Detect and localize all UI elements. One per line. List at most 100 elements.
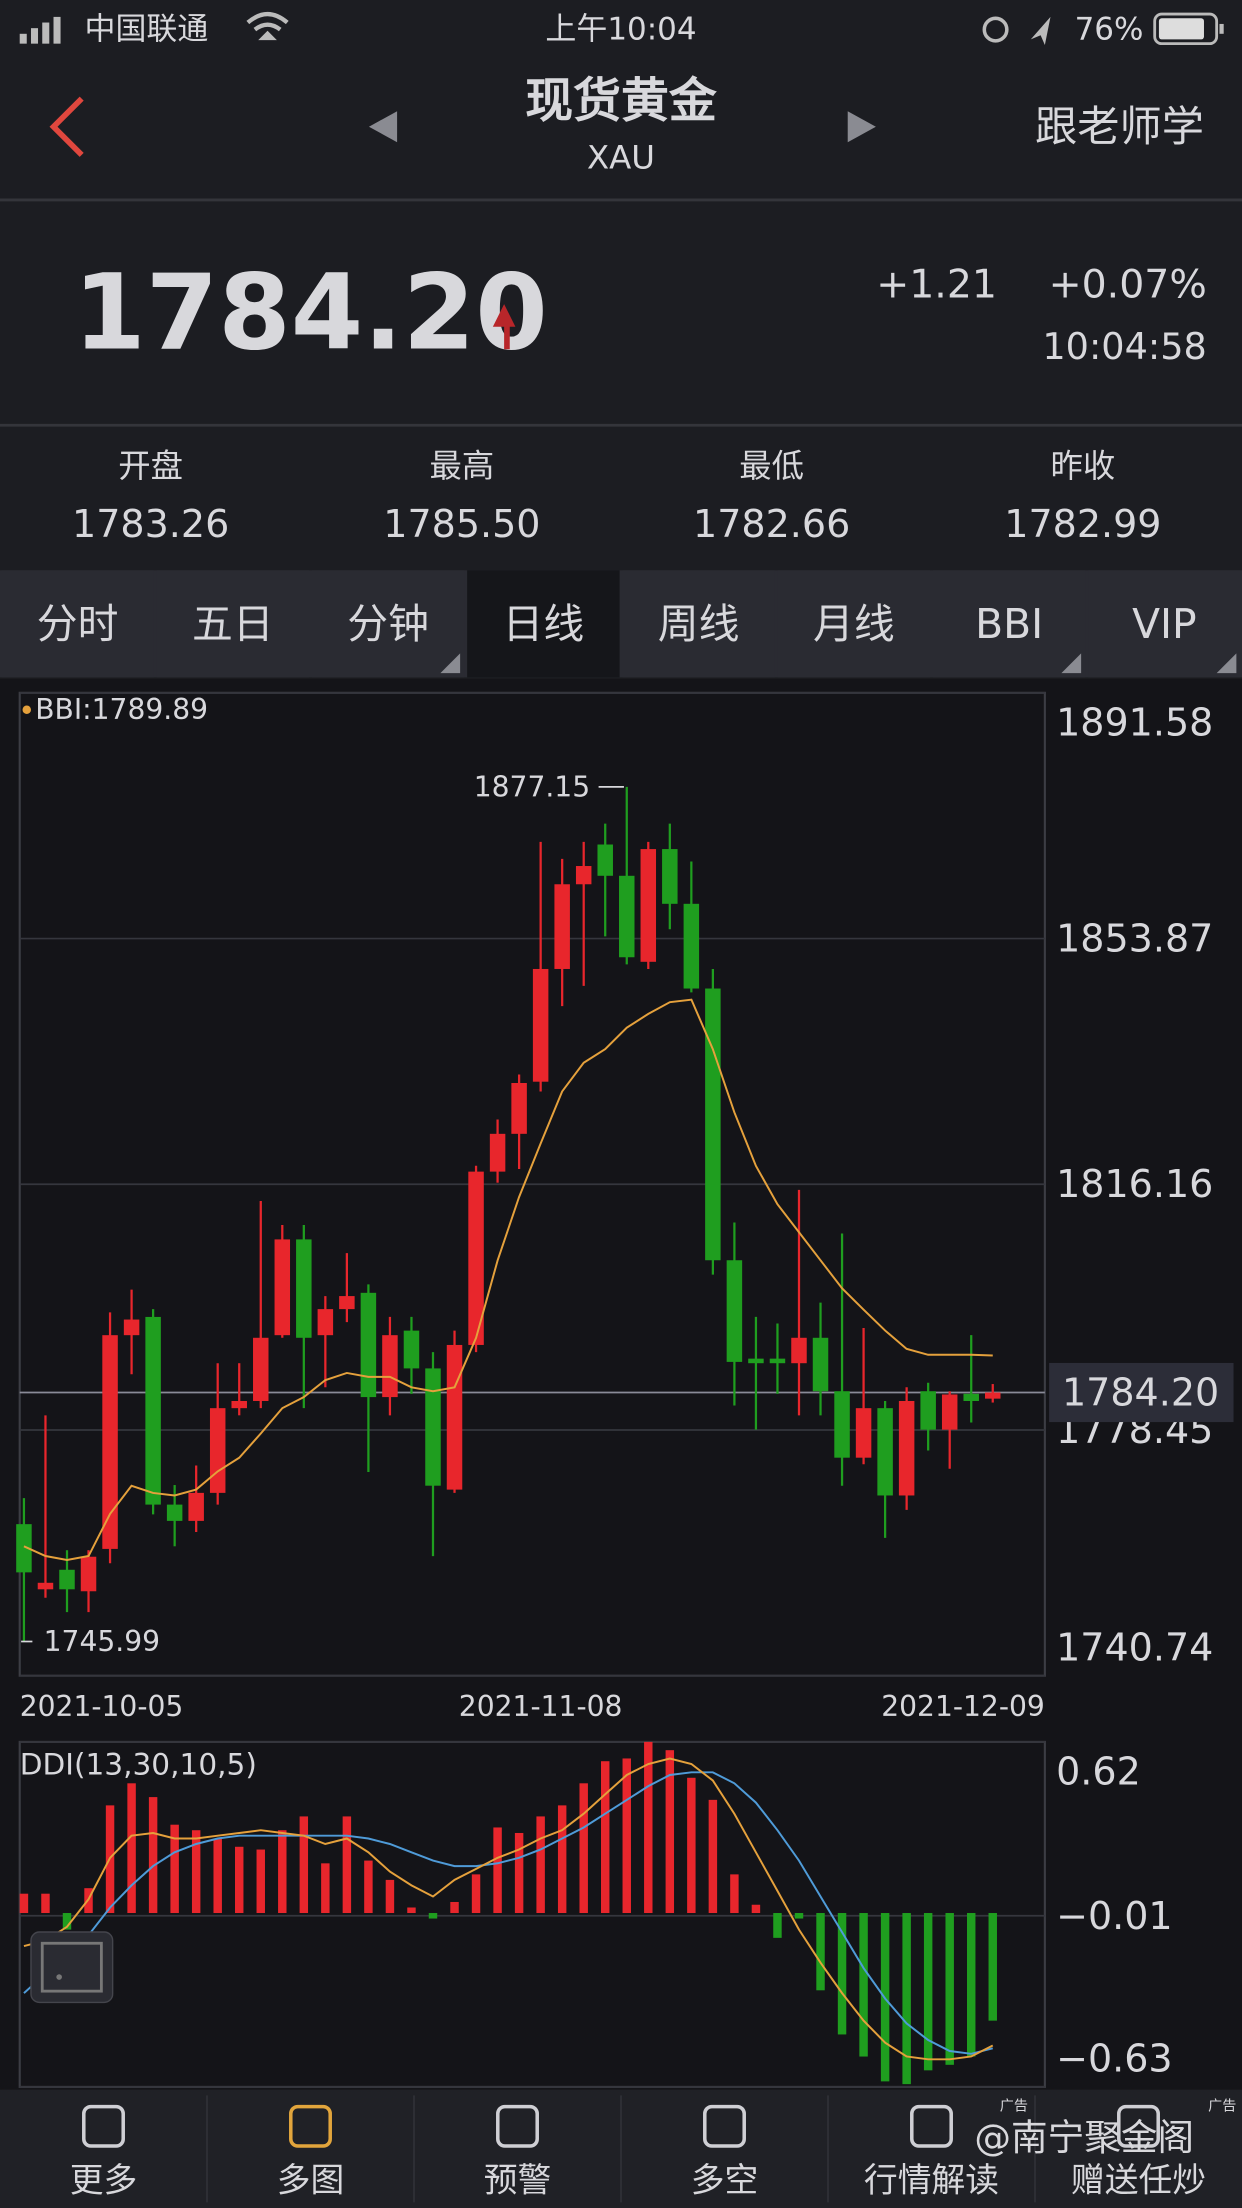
last-price: 1784.20	[73, 252, 548, 374]
bar	[213, 1838, 222, 1914]
candle-body	[339, 1296, 355, 1310]
nav-item[interactable]: 赠送任炒	[1034, 2095, 1206, 2203]
price-change: +1.21	[876, 261, 997, 307]
up-arrow	[492, 304, 516, 350]
nav-item[interactable]: 多图	[206, 2095, 344, 2203]
nav-icon	[496, 2104, 539, 2148]
candle-body	[640, 849, 657, 962]
nav-items: 更多 多图 预警 多空 行情解读 赠送任炒	[70, 2095, 1206, 2203]
prev-button[interactable]	[368, 111, 398, 143]
x-tick-label: 2021-10-05	[20, 1690, 184, 1723]
candle-body	[812, 1337, 829, 1392]
bar	[235, 1846, 244, 1914]
bar	[385, 1879, 395, 1914]
bar	[364, 1860, 373, 1914]
candle-body	[898, 1400, 915, 1496]
indicator-line	[23, 1757, 994, 2061]
ad-label: 广告	[1208, 2099, 1236, 2115]
bar	[256, 1849, 265, 1914]
tab[interactable]: 五日	[156, 570, 310, 678]
candle-body	[963, 1393, 979, 1401]
candle-body	[726, 1260, 743, 1362]
tab-background	[1, 570, 154, 678]
candle-body	[619, 875, 635, 958]
tab[interactable]: 分时	[1, 570, 154, 678]
battery-icon	[1153, 12, 1224, 46]
tab[interactable]: 周线	[622, 570, 775, 678]
max-label: 1877.15	[474, 770, 590, 803]
y-tick-label: 1816.16	[1056, 1162, 1213, 1206]
nav-item[interactable]: 多空	[620, 2095, 758, 2203]
ad-label: 广告	[1000, 2099, 1028, 2115]
stat-value: 1785.50	[383, 502, 540, 546]
candle-body	[791, 1337, 807, 1364]
bar	[837, 1913, 847, 2035]
bar	[19, 1893, 29, 1914]
tab-label: VIP	[1132, 600, 1197, 648]
tab-background	[932, 570, 1086, 678]
candle-body	[834, 1391, 850, 1458]
stat-label: 最低	[739, 447, 804, 485]
bar	[450, 1901, 459, 1914]
tab[interactable]: 月线	[777, 570, 931, 678]
y-tick-label: 1853.87	[1056, 917, 1213, 961]
candle-body	[403, 1330, 420, 1369]
bar	[471, 1874, 481, 1914]
candle-body	[920, 1391, 936, 1430]
nav-item[interactable]: 更多	[70, 2104, 138, 2200]
bar	[665, 1750, 675, 1914]
tab[interactable]: 日线	[467, 570, 620, 678]
candle-body	[188, 1492, 204, 1521]
stat-value: 1783.26	[72, 502, 229, 546]
candle-body	[468, 1171, 484, 1345]
bar	[622, 1758, 631, 1914]
layout-icon[interactable]	[30, 1931, 114, 2004]
stat-label: 最高	[429, 447, 494, 485]
carrier: 中国联通	[84, 12, 208, 48]
candle-body	[59, 1569, 75, 1590]
candle-body	[80, 1556, 97, 1592]
bar	[127, 1783, 136, 1914]
candle-body	[748, 1358, 764, 1364]
tab[interactable]: VIP	[1088, 570, 1241, 678]
candle-body	[575, 866, 592, 885]
bar	[902, 1913, 911, 2085]
teacher-link[interactable]: 跟老师学	[1035, 102, 1204, 151]
nav-label: 行情解读	[864, 2160, 999, 2199]
nav-icon	[703, 2104, 746, 2148]
stats-row: 开盘 1783.26 最高 1785.50 最低 1782.66 昨收 1782.99	[72, 447, 1161, 546]
candle-body	[532, 968, 549, 1082]
charts: 1740.741778.451816.161853.871891.581784.…	[16, 691, 1234, 2088]
next-button[interactable]	[847, 111, 876, 143]
bar	[407, 1907, 416, 1914]
bar	[967, 1913, 976, 2057]
bar	[170, 1824, 179, 1914]
bar	[708, 1799, 718, 1914]
lock-icon	[982, 16, 1009, 43]
candle-body	[985, 1392, 1001, 1399]
tab[interactable]: BBI	[932, 570, 1086, 678]
back-button[interactable]	[49, 96, 84, 157]
bar	[945, 1913, 954, 2065]
candle-body	[296, 1239, 312, 1338]
nav-item[interactable]: 预警	[413, 2095, 552, 2203]
min-label: 1745.99	[44, 1625, 160, 1658]
nav-item[interactable]: 行情解读	[827, 2095, 999, 2203]
watermark: @南宁聚金阁	[974, 2116, 1194, 2159]
bar	[816, 1913, 825, 1991]
nav-label: 预警	[484, 2160, 552, 2199]
status-time: 上午10:04	[545, 12, 696, 48]
tab-background	[622, 570, 775, 678]
candle-body	[941, 1394, 958, 1430]
tab-background	[156, 570, 310, 678]
tab[interactable]: 分钟	[311, 570, 465, 678]
indicator-line	[23, 1771, 993, 2055]
bar	[428, 1913, 438, 1919]
nav-label: 更多	[70, 2160, 138, 2199]
candle-body	[145, 1316, 161, 1505]
tab-label: 分时	[37, 600, 119, 648]
nav-icon	[289, 2104, 332, 2148]
bar	[557, 1805, 567, 1914]
tab-label: 日线	[503, 600, 585, 648]
